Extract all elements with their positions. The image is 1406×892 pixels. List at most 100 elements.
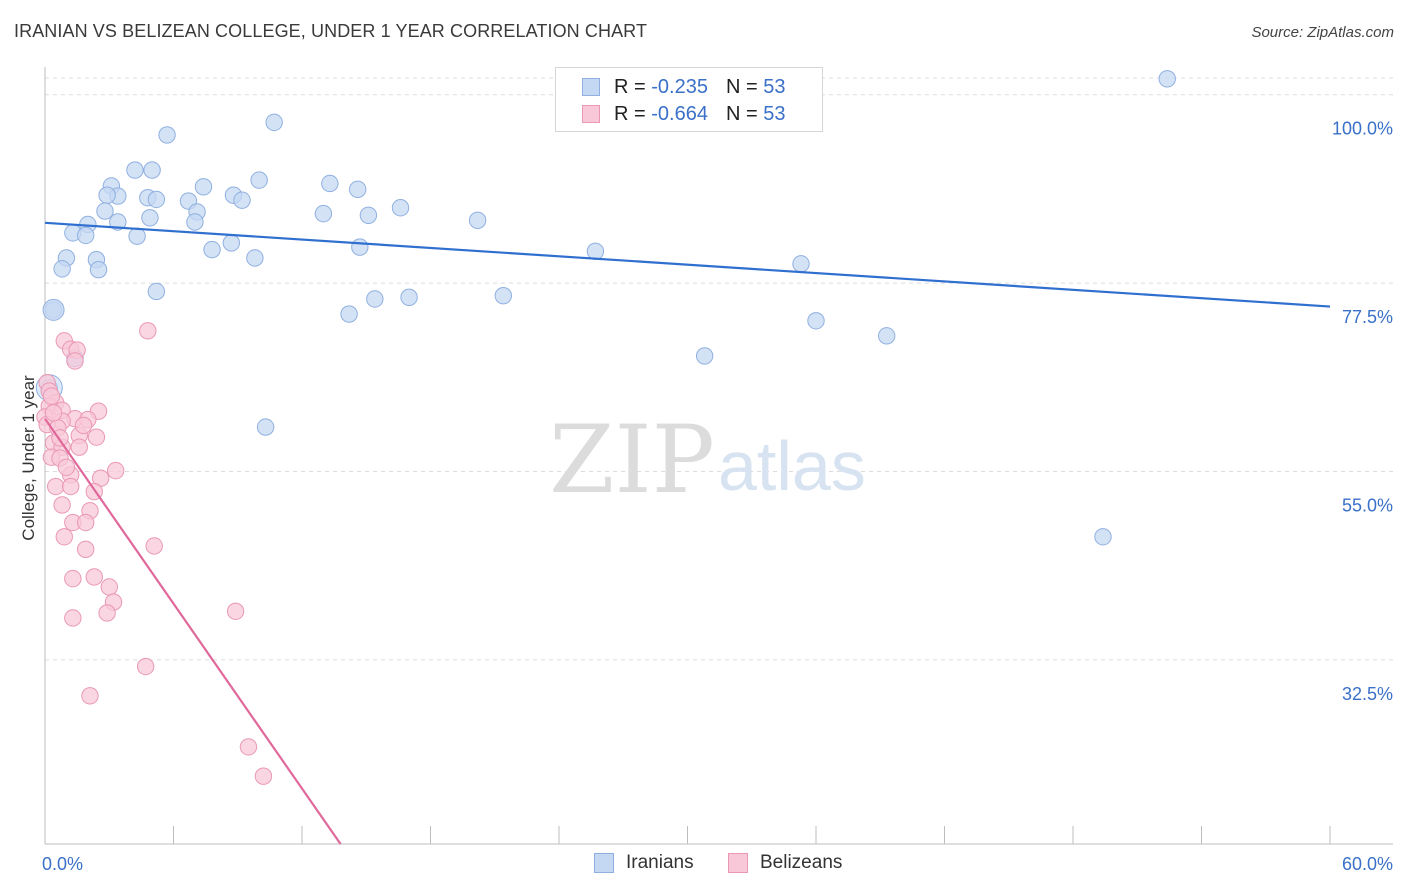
belizeans-trend-line bbox=[44, 418, 342, 845]
legend-r-label: R = bbox=[614, 102, 652, 125]
data-point bbox=[158, 126, 176, 144]
trend-lines bbox=[44, 221, 1331, 845]
legend-swatch-blue bbox=[582, 78, 600, 96]
data-point bbox=[126, 161, 144, 179]
data-point bbox=[143, 161, 161, 179]
data-point bbox=[47, 477, 65, 496]
data-point bbox=[233, 191, 251, 209]
data-point bbox=[64, 569, 82, 588]
data-point bbox=[256, 418, 275, 436]
data-point bbox=[194, 178, 213, 196]
legend-row-belizeans: R = -0.664 N = 53 bbox=[582, 102, 785, 126]
iranians-trend-line bbox=[44, 221, 1331, 308]
data-point bbox=[695, 347, 714, 365]
data-point bbox=[42, 387, 61, 405]
y-tick-label: 55.0% bbox=[1342, 495, 1393, 515]
data-point bbox=[42, 298, 65, 321]
series-label-iranians: Iranians bbox=[626, 852, 694, 873]
data-point bbox=[348, 180, 367, 199]
data-point bbox=[136, 657, 155, 676]
data-point bbox=[186, 213, 204, 231]
data-point bbox=[74, 416, 93, 435]
data-point bbox=[100, 578, 118, 596]
series-legend-iranians: Iranians bbox=[594, 852, 694, 874]
tick-labels: 100.0% 77.5% 55.0% 32.5% 0.0% 60.0% bbox=[42, 119, 1393, 874]
series-swatch-blue bbox=[594, 853, 614, 873]
data-point bbox=[141, 209, 159, 227]
y-axis-label: College, Under 1 year bbox=[19, 375, 38, 541]
series-label-belizeans: Belizeans bbox=[760, 852, 843, 873]
legend-r-value: -0.235 bbox=[651, 75, 708, 98]
data-point bbox=[226, 602, 245, 620]
data-point bbox=[76, 226, 95, 245]
data-point bbox=[400, 288, 418, 307]
belizeans-points bbox=[36, 322, 273, 785]
data-point bbox=[586, 242, 605, 260]
data-point bbox=[85, 568, 103, 586]
source-label: Source: ZipAtlas.com bbox=[1251, 24, 1394, 41]
legend-n-label: N = bbox=[725, 102, 764, 125]
data-point bbox=[64, 609, 82, 627]
data-point bbox=[468, 211, 487, 230]
legend-row-iranians: R = -0.235 N = 53 bbox=[582, 75, 785, 99]
data-point bbox=[340, 305, 358, 323]
legend-r-label: R = bbox=[614, 75, 652, 98]
data-point bbox=[359, 206, 378, 224]
y-tick-label: 100.0% bbox=[1332, 119, 1393, 139]
legend-n-label: N = bbox=[725, 75, 764, 98]
data-point bbox=[81, 687, 99, 705]
data-point bbox=[391, 199, 410, 217]
correlation-legend: R = -0.235 N = 53 R = -0.664 N = 53 bbox=[555, 67, 823, 132]
data-point bbox=[265, 113, 283, 132]
data-point bbox=[96, 202, 114, 220]
data-point bbox=[203, 240, 221, 259]
legend-r-value: -0.664 bbox=[651, 102, 708, 125]
data-point bbox=[145, 537, 163, 555]
data-point bbox=[66, 352, 84, 370]
watermark-zip: ZIP bbox=[549, 406, 715, 515]
data-point bbox=[314, 204, 333, 223]
data-point bbox=[53, 260, 71, 278]
data-point bbox=[128, 227, 146, 245]
x-tick-label: 0.0% bbox=[42, 854, 83, 874]
data-point bbox=[792, 255, 810, 273]
grid-lines bbox=[45, 77, 1393, 661]
data-point bbox=[246, 249, 264, 267]
y-tick-label: 32.5% bbox=[1342, 684, 1393, 704]
data-point bbox=[1158, 70, 1176, 88]
data-point bbox=[106, 461, 125, 480]
data-point bbox=[76, 540, 95, 559]
data-point bbox=[250, 171, 268, 189]
data-point bbox=[98, 186, 116, 204]
data-point bbox=[61, 477, 80, 496]
data-point bbox=[222, 234, 241, 252]
data-point bbox=[98, 604, 116, 622]
y-tick-label: 77.5% bbox=[1342, 307, 1393, 327]
data-point bbox=[53, 496, 71, 514]
data-point bbox=[147, 190, 166, 209]
data-point bbox=[254, 767, 273, 785]
data-point bbox=[76, 513, 95, 532]
data-point bbox=[147, 282, 166, 301]
data-point bbox=[239, 738, 258, 756]
data-point bbox=[55, 528, 73, 546]
legend-swatch-pink bbox=[582, 105, 600, 123]
data-point bbox=[321, 174, 339, 193]
data-point bbox=[351, 238, 369, 256]
x-tick-label: 60.0% bbox=[1342, 854, 1393, 874]
data-point bbox=[109, 213, 127, 231]
data-point bbox=[807, 312, 825, 330]
data-point bbox=[87, 428, 106, 446]
watermark: ZIP atlas bbox=[549, 406, 866, 515]
data-point bbox=[1094, 528, 1112, 546]
legend-n-value: 53 bbox=[763, 102, 786, 125]
iranians-points bbox=[35, 70, 1176, 546]
legend-n-value: 53 bbox=[763, 75, 786, 98]
data-point bbox=[70, 438, 88, 456]
data-point bbox=[877, 327, 896, 345]
data-point bbox=[494, 286, 513, 305]
data-point bbox=[57, 458, 76, 476]
chart-title: IRANIAN VS BELIZEAN COLLEGE, UNDER 1 YEA… bbox=[14, 21, 648, 41]
series-swatch-pink bbox=[728, 853, 748, 873]
